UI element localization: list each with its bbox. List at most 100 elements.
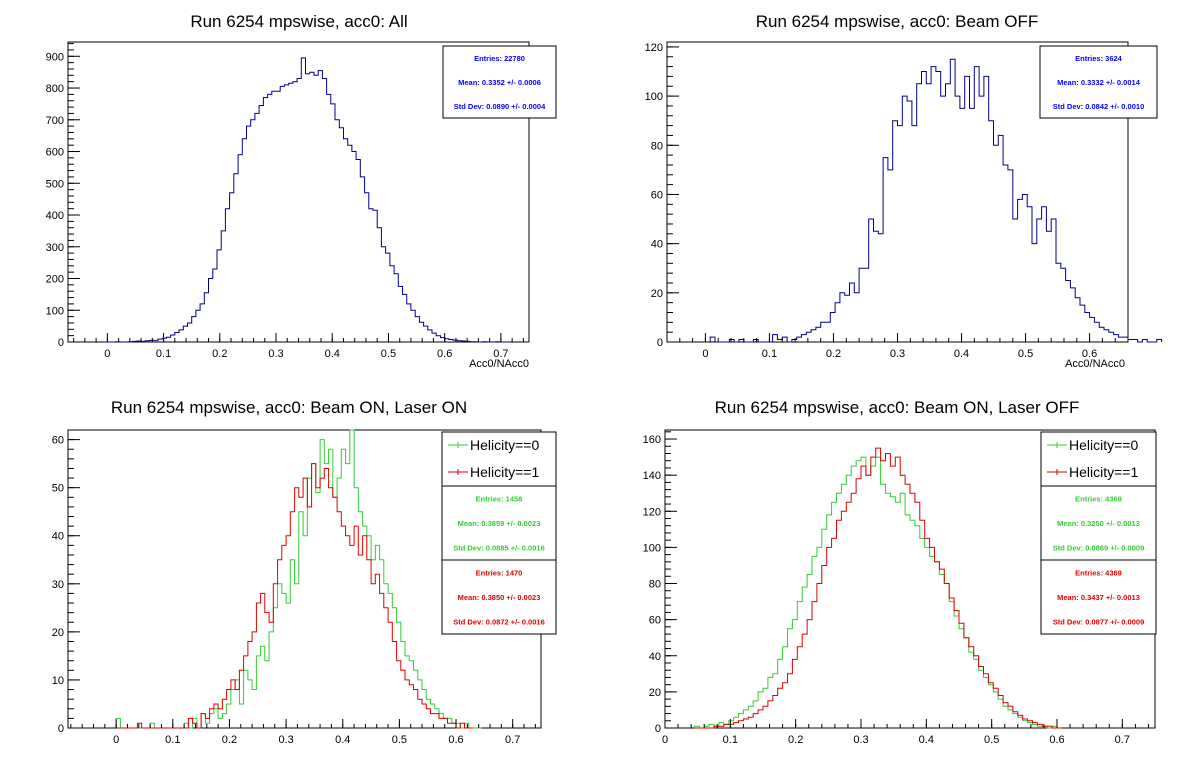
stats-box: Entries: 3624 Mean: 0.3332 +/- 0.0014 Std … <box>1039 45 1158 119</box>
y-tick-label: 700 <box>46 115 64 127</box>
stats-frame <box>442 45 557 119</box>
y-tick-label: 120 <box>643 506 661 518</box>
y-tick-label: 30 <box>52 579 64 591</box>
histogram-bars <box>103 57 508 343</box>
axes: 0 0.1 0.2 0.3 0.4 0.5 0.6 0.7 0 100 200 300 400 500 60… <box>46 43 524 360</box>
x-tick-label: 0.1 <box>165 734 180 746</box>
panel-all: Run 6254 mpswise, acc0: All 0 0.1 0.2 0.3 0.… <box>46 12 557 370</box>
x-tick-label: 0.3 <box>278 734 293 746</box>
legend-frame <box>441 431 557 487</box>
stats-frame <box>1040 485 1157 561</box>
x-tick-label: 0 <box>113 734 119 746</box>
histogram-bars <box>115 429 482 729</box>
stats-mean: Mean: 0.3859 +/- 0.0023 <box>458 519 541 528</box>
y-tick-label: 20 <box>52 627 64 639</box>
stats-mean: Mean: 0.3250 +/- 0.0013 <box>1057 519 1140 528</box>
x-tick-label: 0.6 <box>1082 348 1097 360</box>
stats-mean: Mean: 0.3352 +/- 0.0006 <box>458 78 541 87</box>
histogram-series-0 <box>709 58 1163 343</box>
y-tick-label: 800 <box>46 83 64 95</box>
stats-entries: Entries: 4369 <box>1075 568 1122 577</box>
x-tick-label: 0 <box>702 348 708 360</box>
y-tick-label: 0 <box>657 337 663 349</box>
y-tick-label: 40 <box>649 651 661 663</box>
y-tick-label: 60 <box>651 189 663 201</box>
y-tick-label: 100 <box>645 91 663 103</box>
y-tick-label: 0 <box>655 723 661 735</box>
legend-label: Helicity==1 <box>1069 464 1138 480</box>
x-tick-label: 0.7 <box>505 734 520 746</box>
stats-box: Entries: 4369 Mean: 0.3250 +/- 0.0013 Std … <box>1040 485 1157 635</box>
y-tick-label: 60 <box>649 615 661 627</box>
y-tick-label: 120 <box>645 42 663 54</box>
stats-box: Entries: 22780 Mean: 0.3352 +/- 0.0006 Std… <box>442 45 557 119</box>
axes: 0 0.1 0.2 0.3 0.4 0.5 0.6 0.7 0 10 20 30 40 50 60 <box>52 429 536 746</box>
stats-std: Std Dev: 0.0890 +/- 0.0004 <box>454 102 546 111</box>
y-tick-label: 80 <box>651 140 663 152</box>
x-tick-label: 0.5 <box>1018 348 1033 360</box>
x-tick-label: 0.5 <box>381 348 396 360</box>
stats-entries: Entries: 1458 <box>476 494 523 503</box>
x-tick-label: 0 <box>104 348 110 360</box>
y-tick-label: 40 <box>651 239 663 251</box>
x-tick-label: 0 <box>662 734 668 746</box>
y-tick-label: 300 <box>46 242 64 254</box>
stats-frame <box>1039 45 1158 119</box>
y-tick-label: 10 <box>52 675 64 687</box>
histogram-series-1 <box>116 463 473 729</box>
y-tick-label: 0 <box>58 723 64 735</box>
x-tick-label: 0.3 <box>268 348 283 360</box>
y-tick-label: 100 <box>46 305 64 317</box>
stats-entries: Entries: 22780 <box>474 54 525 63</box>
legend-label: Helicity==0 <box>1069 437 1138 453</box>
y-tick-label: 200 <box>46 274 64 286</box>
x-tick-label: 0.1 <box>762 348 777 360</box>
x-tick-label: 0.7 <box>493 348 508 360</box>
x-tick-label: 0.6 <box>1049 734 1064 746</box>
panel-title: Run 6254 mpswise, acc0: Beam OFF <box>756 12 1039 31</box>
legend-frame <box>1040 431 1157 487</box>
x-tick-label: 0.5 <box>984 734 999 746</box>
histogram-series-1 <box>694 447 1062 729</box>
y-tick-label: 80 <box>649 579 661 591</box>
stats-std: Std Dev: 0.0869 +/- 0.0009 <box>1053 544 1145 553</box>
stats-entries: Entries: 3624 <box>1075 54 1123 63</box>
stats-frame <box>1040 559 1157 635</box>
stats-frame <box>441 485 557 561</box>
legend-box: Helicity==0 Helicity==1 <box>1040 431 1157 487</box>
y-tick-label: 60 <box>52 435 64 447</box>
panel-beam-on-laser-on: Run 6254 mpswise, acc0: Beam ON, Laser O… <box>52 398 557 746</box>
y-tick-label: 600 <box>46 147 64 159</box>
histogram-series-0 <box>103 57 508 343</box>
legend-label: Helicity==0 <box>470 437 539 453</box>
x-tick-label: 0.6 <box>448 734 463 746</box>
y-tick-label: 50 <box>52 483 64 495</box>
x-tick-label: 0.4 <box>335 734 350 746</box>
panel-title: Run 6254 mpswise, acc0: Beam ON, Laser O… <box>715 398 1080 417</box>
x-tick-label: 0.4 <box>325 348 340 360</box>
stats-std: Std Dev: 0.0872 +/- 0.0016 <box>453 618 545 627</box>
x-tick-label: 0.4 <box>919 734 934 746</box>
x-axis-label: Acc0/NAcc0 <box>1065 358 1125 370</box>
x-tick-label: 0.2 <box>212 348 227 360</box>
x-tick-label: 0.3 <box>853 734 868 746</box>
y-tick-label: 140 <box>643 470 661 482</box>
histogram-bars <box>693 447 1062 729</box>
panel-beam-off: Run 6254 mpswise, acc0: Beam OFF 0 0.1 0.2… <box>645 12 1163 370</box>
stats-mean: Mean: 0.3437 +/- 0.0013 <box>1057 593 1140 602</box>
x-axis-label: Acc0/NAcc0 <box>469 358 529 370</box>
y-tick-label: 0 <box>58 337 64 349</box>
stats-box: Entries: 1458 Mean: 0.3859 +/- 0.0023 Std … <box>441 485 557 635</box>
y-tick-label: 160 <box>643 434 661 446</box>
legend-label: Helicity==1 <box>470 464 539 480</box>
histogram-series-0 <box>115 429 482 729</box>
stats-std: Std Dev: 0.0885 +/- 0.0016 <box>453 544 545 553</box>
stats-std: Std Dev: 0.0842 +/- 0.0010 <box>1053 102 1145 111</box>
y-tick-label: 20 <box>649 687 661 699</box>
x-tick-label: 0.1 <box>723 734 738 746</box>
legend-box: Helicity==0 Helicity==1 <box>441 431 557 487</box>
y-tick-label: 100 <box>643 542 661 554</box>
stats-std: Std Dev: 0.0877 +/- 0.0009 <box>1053 618 1145 627</box>
x-tick-label: 0.2 <box>222 734 237 746</box>
